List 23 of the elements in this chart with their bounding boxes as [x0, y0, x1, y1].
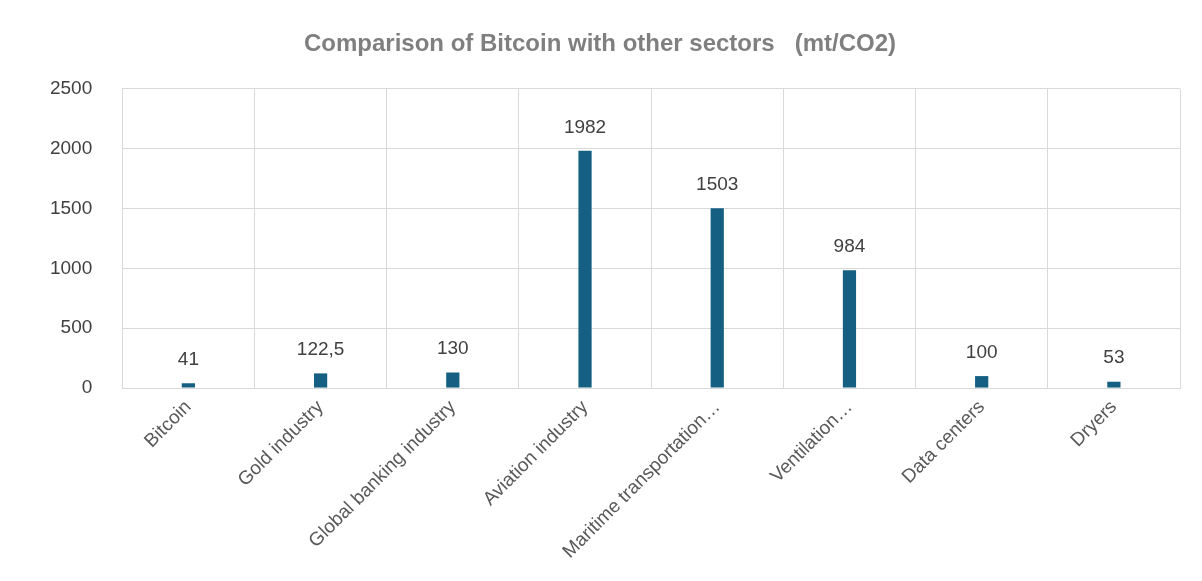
data-label: 41	[177, 347, 199, 369]
bar	[313, 373, 328, 388]
y-tick-label: 2500	[49, 77, 93, 99]
data-label: 100	[965, 340, 998, 362]
chart-title: Comparison of Bitcoin with other sectors (mt/CO2)	[303, 29, 897, 57]
bar	[975, 376, 989, 388]
bar	[181, 383, 195, 388]
bar	[842, 270, 857, 388]
data-label: 1503	[696, 172, 739, 194]
bar	[578, 150, 592, 388]
data-label: 53	[1103, 346, 1125, 368]
bar	[710, 208, 724, 388]
data-label: 1982	[563, 115, 607, 137]
bar	[1107, 381, 1121, 388]
y-tick-label: 1000	[49, 256, 93, 278]
data-label: 984	[833, 235, 866, 256]
bar	[446, 372, 460, 388]
y-tick-label: 1500	[49, 196, 93, 218]
data-label: 130	[436, 337, 469, 359]
y-tick-label: 0	[81, 376, 93, 398]
y-tick-label: 2000	[49, 136, 93, 158]
data-label: 122,5	[296, 338, 345, 360]
y-tick-label: 500	[60, 316, 93, 338]
